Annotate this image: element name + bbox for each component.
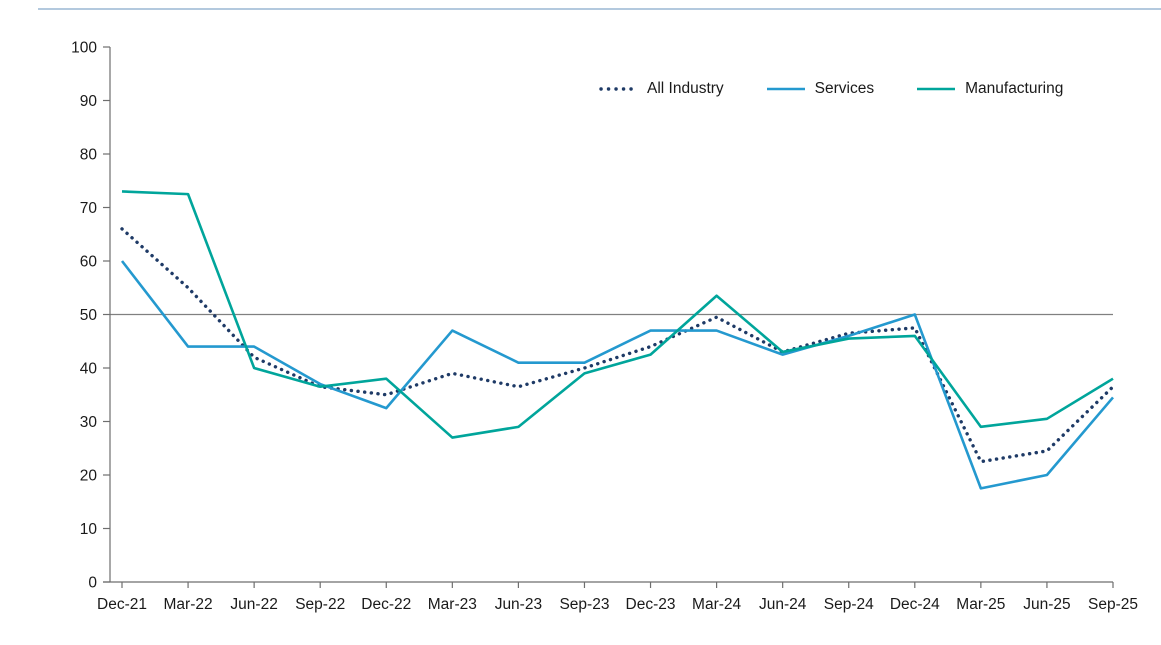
x-axis-tick-label: Sep-25 <box>1088 596 1138 613</box>
y-axis-tick-label: 90 <box>80 93 98 110</box>
chart-legend: All Industry Services Manufacturing <box>598 80 1063 98</box>
x-axis-tick-label: Mar-25 <box>956 596 1005 613</box>
dotted-line-marker-icon <box>599 87 638 91</box>
y-axis-tick-label: 40 <box>80 361 98 378</box>
x-axis-tick-label: Dec-22 <box>361 596 411 613</box>
legend-label-manufacturing: Manufacturing <box>965 80 1064 97</box>
y-axis-tick-label: 80 <box>80 147 98 164</box>
x-axis-tick-label: Dec-21 <box>97 596 147 613</box>
y-axis-tick-label: 100 <box>71 40 97 57</box>
x-axis-tick-label: Jun-24 <box>759 596 807 613</box>
x-axis-tick-label: Sep-22 <box>295 596 345 613</box>
x-axis-tick-label: Jun-22 <box>230 596 277 613</box>
x-axis-tick-label: Dec-23 <box>626 596 676 613</box>
x-axis-tick-label: Mar-23 <box>428 596 477 613</box>
x-axis-tick-label: Jun-25 <box>1023 596 1070 613</box>
solid-line-marker-icon <box>917 87 956 91</box>
y-axis-tick-label: 50 <box>80 307 98 324</box>
x-axis-tick-label: Dec-24 <box>890 596 940 613</box>
x-axis-tick-label: Jun-23 <box>495 596 542 613</box>
legend-label-all-industry: All Industry <box>647 80 724 97</box>
x-axis-tick-label: Mar-22 <box>164 596 213 613</box>
legend-item-services: Services <box>766 80 874 98</box>
y-axis-tick-label: 30 <box>80 414 98 431</box>
series-line-services <box>120 260 1114 490</box>
top-divider <box>38 8 1161 10</box>
y-axis-tick-label: 10 <box>80 521 98 538</box>
series-line-all-industry <box>120 227 1115 464</box>
x-axis-tick-label: Mar-24 <box>692 596 741 613</box>
y-axis-tick-label: 20 <box>80 468 98 485</box>
legend-item-manufacturing: Manufacturing <box>916 80 1063 98</box>
x-axis-tick-label: Sep-23 <box>559 596 609 613</box>
y-axis-tick-label: 0 <box>88 575 97 592</box>
solid-line-marker-icon <box>766 87 805 91</box>
series-line-manufacturing <box>121 190 1114 439</box>
y-axis-tick-label: 70 <box>80 200 98 217</box>
legend-item-all-industry: All Industry <box>598 80 724 98</box>
legend-label-services: Services <box>814 80 875 97</box>
x-axis-tick-label: Sep-24 <box>824 596 874 613</box>
y-axis-tick-label: 60 <box>80 254 98 271</box>
